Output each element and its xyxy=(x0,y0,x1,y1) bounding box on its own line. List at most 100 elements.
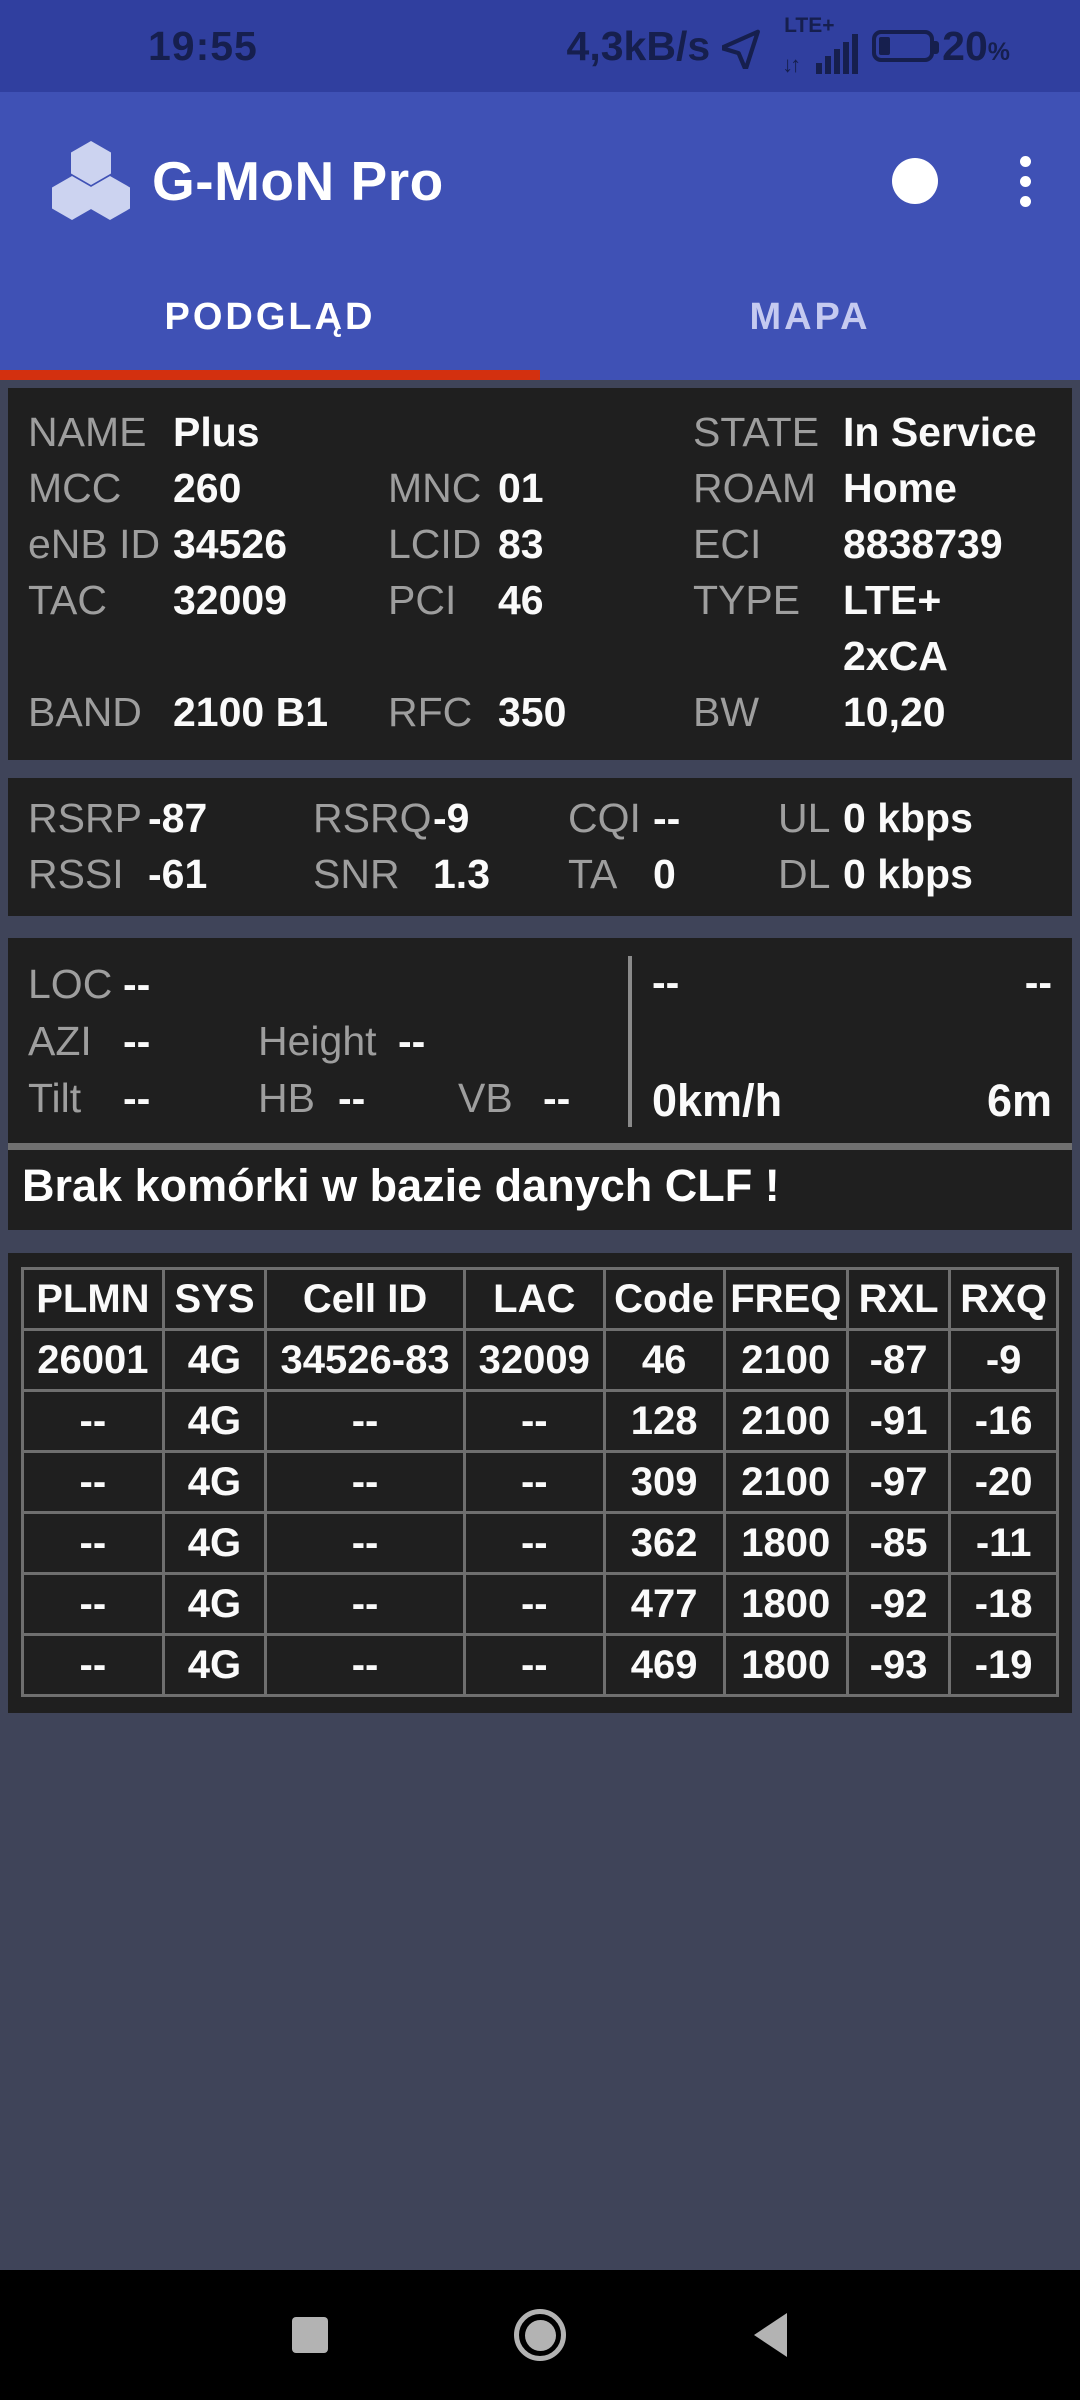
table-row: -- 4G -- -- 128 2100 -91 -16 xyxy=(21,1389,1059,1453)
location-panel: LOC -- AZI -- Height -- Tilt -- HB -- VB… xyxy=(8,938,1072,1230)
table-row: -- 4G -- -- 309 2100 -97 -20 xyxy=(21,1450,1059,1514)
ta-value: 0 xyxy=(653,851,676,897)
col-rxq: RXQ xyxy=(948,1267,1059,1331)
rsrq-label: RSRQ xyxy=(313,795,432,841)
type-label: TYPE xyxy=(693,577,801,623)
table-row: -- 4G -- -- 362 1800 -85 -11 xyxy=(21,1511,1059,1575)
tac-value: 32009 xyxy=(173,577,288,623)
loc-label: LOC xyxy=(28,961,113,1007)
signal-panel: RSRP -87 RSRQ -9 CQI -- UL 0 kbps RSSI -… xyxy=(8,778,1072,916)
bw-value: 10,20 xyxy=(843,689,946,735)
table-header-row: PLMN SYS Cell ID LAC Code FREQ RXL RXQ xyxy=(21,1267,1059,1331)
azi-label: AZI xyxy=(28,1018,92,1064)
col-freq: FREQ xyxy=(722,1267,849,1331)
hb-value: -- xyxy=(338,1075,366,1121)
android-nav-bar xyxy=(0,2270,1080,2400)
col-plmn: PLMN xyxy=(21,1267,165,1331)
status-bar: 19:55 4,3kB/s LTE+ ↓↑ 20% xyxy=(0,0,1080,92)
pci-value: 46 xyxy=(498,577,544,623)
bw-label: BW xyxy=(693,689,760,735)
mnc-label: MNC xyxy=(388,465,482,511)
state-label: STATE xyxy=(693,409,820,455)
roam-value: Home xyxy=(843,465,957,511)
rsrq-value: -9 xyxy=(433,795,470,841)
back-triangle-icon[interactable] xyxy=(744,2309,796,2361)
mcc-label: MCC xyxy=(28,465,122,511)
rsrp-value: -87 xyxy=(148,795,208,841)
ul-label: UL xyxy=(778,795,831,841)
table-row: -- 4G -- -- 469 1800 -93 -19 xyxy=(21,1633,1059,1697)
tab-bar: PODGLĄD MAPA xyxy=(0,270,1080,380)
tilt-value: -- xyxy=(123,1075,151,1121)
dl-label: DL xyxy=(778,851,831,897)
battery-icon xyxy=(872,30,940,62)
app-title: G-MoN Pro xyxy=(152,150,444,212)
col-lac: LAC xyxy=(462,1267,606,1331)
snr-label: SNR xyxy=(313,851,400,897)
cqi-label: CQI xyxy=(568,795,641,841)
band-value: 2100 B1 xyxy=(173,689,329,735)
table-row: -- 4G -- -- 477 1800 -92 -18 xyxy=(21,1572,1059,1636)
name-value: Plus xyxy=(173,409,260,455)
rssi-value: -61 xyxy=(148,851,208,897)
network-type-label: LTE+ xyxy=(784,14,835,37)
content-area: NAME Plus STATE In Service MCC 260 MNC 0… xyxy=(0,380,1080,2270)
clf-message: Brak komórki w bazie danych CLF ! xyxy=(22,1160,780,1211)
mnc-value: 01 xyxy=(498,465,544,511)
lcid-label: LCID xyxy=(388,521,482,567)
rssi-label: RSSI xyxy=(28,851,124,897)
loc-value: -- xyxy=(123,961,151,1007)
home-circle-icon[interactable] xyxy=(514,2309,566,2361)
ul-value: 0 kbps xyxy=(843,795,973,841)
location-arrow-icon xyxy=(722,23,768,69)
status-icons: 4,3kB/s LTE+ ↓↑ 20% xyxy=(567,14,1010,77)
tac-label: TAC xyxy=(28,577,107,623)
rfc-label: RFC xyxy=(388,689,473,735)
signal-strength-bars xyxy=(816,34,859,74)
lcid-value: 83 xyxy=(498,521,544,567)
app-bar: G-MoN Pro xyxy=(0,92,1080,270)
ta-label: TA xyxy=(568,851,618,897)
height-value: -- xyxy=(398,1018,426,1064)
col-code: Code xyxy=(602,1267,726,1331)
rfc-value: 350 xyxy=(498,689,567,735)
updown-arrows-icon: ↓↑ xyxy=(782,52,801,77)
percent-sign: % xyxy=(987,37,1010,66)
neighbor-table: PLMN SYS Cell ID LAC Code FREQ RXL RXQ 2… xyxy=(21,1267,1059,1697)
dl-value: 0 kbps xyxy=(843,851,973,897)
name-label: NAME xyxy=(28,409,147,455)
type-value: LTE+ 2xCA xyxy=(843,577,948,679)
gps-speed: 0km/h xyxy=(652,1075,783,1126)
col-cellid: Cell ID xyxy=(264,1267,466,1331)
col-sys: SYS xyxy=(161,1267,268,1331)
height-label: Height xyxy=(258,1018,377,1064)
col-rxl: RXL xyxy=(845,1267,952,1331)
battery-nub xyxy=(934,41,940,54)
tilt-label: Tilt xyxy=(28,1075,82,1121)
clock: 19:55 xyxy=(148,22,258,69)
roam-label: ROAM xyxy=(693,465,816,511)
recents-square-icon[interactable] xyxy=(284,2309,336,2361)
hexagon-cluster-logo xyxy=(52,141,130,221)
record-circle-icon[interactable] xyxy=(892,158,938,204)
band-label: BAND xyxy=(28,689,142,735)
gps-info: -- -- 0km/h 6m xyxy=(628,956,1072,1127)
divider xyxy=(8,1143,1072,1150)
neighbor-table-panel: PLMN SYS Cell ID LAC Code FREQ RXL RXQ 2… xyxy=(8,1253,1072,1713)
eci-value: 8838739 xyxy=(843,521,1003,567)
state-value: In Service xyxy=(843,409,1037,455)
rsrp-label: RSRP xyxy=(28,795,142,841)
antenna-info: LOC -- AZI -- Height -- Tilt -- HB -- VB… xyxy=(8,956,628,1127)
eci-label: ECI xyxy=(693,521,762,567)
vb-label: VB xyxy=(458,1075,513,1121)
tab-mapa[interactable]: MAPA xyxy=(749,295,871,338)
gps-top-right: -- xyxy=(1024,959,1052,1005)
cqi-value: -- xyxy=(653,795,681,841)
tab-podglad[interactable]: PODGLĄD xyxy=(164,295,376,338)
serving-cell-panel: NAME Plus STATE In Service MCC 260 MNC 0… xyxy=(8,388,1072,760)
active-tab-underline xyxy=(0,370,540,380)
overflow-menu-icon[interactable] xyxy=(1000,141,1050,221)
hb-label: HB xyxy=(258,1075,315,1121)
battery-percent: 20% xyxy=(942,22,1010,69)
table-row: 26001 4G 34526-83 32009 46 2100 -87 -9 xyxy=(21,1328,1059,1392)
